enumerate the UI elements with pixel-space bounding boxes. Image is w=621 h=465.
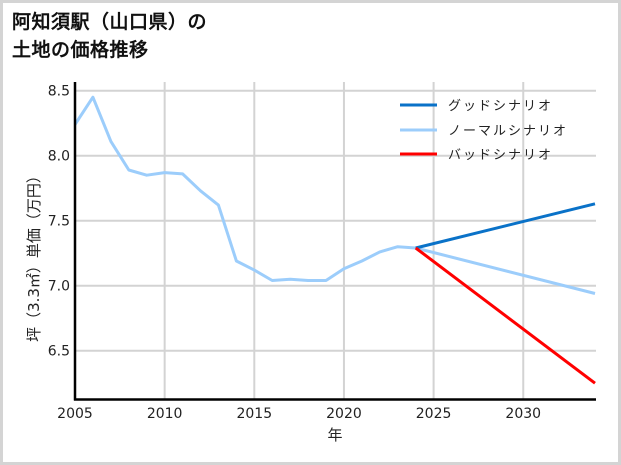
- tick-labels: 2005 2010 2015 2020 2025 2030 6.5 7.0 7.5 8.0 8.5: [48, 84, 541, 422]
- y-tick-label: 7.5: [48, 214, 70, 230]
- series-lines: [73, 95, 596, 385]
- x-tick-label: 2025: [416, 406, 452, 422]
- axes: [73, 82, 596, 401]
- chart-title: 阿知須駅（山口県）の 土地の価格推移: [12, 8, 207, 64]
- x-tick-label: 2030: [505, 406, 541, 422]
- legend-label: グッドシナリオ: [448, 99, 553, 114]
- x-tick-label: 2015: [236, 406, 272, 422]
- x-tick-label: 2010: [147, 406, 183, 422]
- chart-title-line1: 阿知須駅（山口県）の: [12, 11, 208, 33]
- x-tick-label: 2005: [57, 406, 93, 422]
- legend-item: グッドシナリオ: [400, 99, 553, 114]
- series-line: [414, 246, 596, 385]
- y-tick-label: 7.0: [48, 279, 70, 295]
- gridlines: [74, 82, 596, 400]
- series-line: [73, 95, 596, 295]
- series-line: [415, 202, 596, 250]
- y-tick-label: 6.5: [48, 344, 70, 360]
- x-axis-label: 年: [327, 426, 342, 444]
- y-axis-label: 坪（3.3㎡）単価（万円）: [25, 168, 43, 342]
- chart-title-line2: 土地の価格推移: [12, 39, 149, 61]
- legend-item: ノーマルシナリオ: [400, 124, 568, 139]
- y-tick-label: 8.0: [48, 149, 70, 165]
- legend-label: ノーマルシナリオ: [448, 124, 568, 139]
- x-tick-label: 2020: [326, 406, 362, 422]
- legend-label: バッドシナリオ: [448, 148, 553, 163]
- legend-item: バッドシナリオ: [400, 148, 553, 163]
- y-tick-label: 8.5: [48, 84, 70, 100]
